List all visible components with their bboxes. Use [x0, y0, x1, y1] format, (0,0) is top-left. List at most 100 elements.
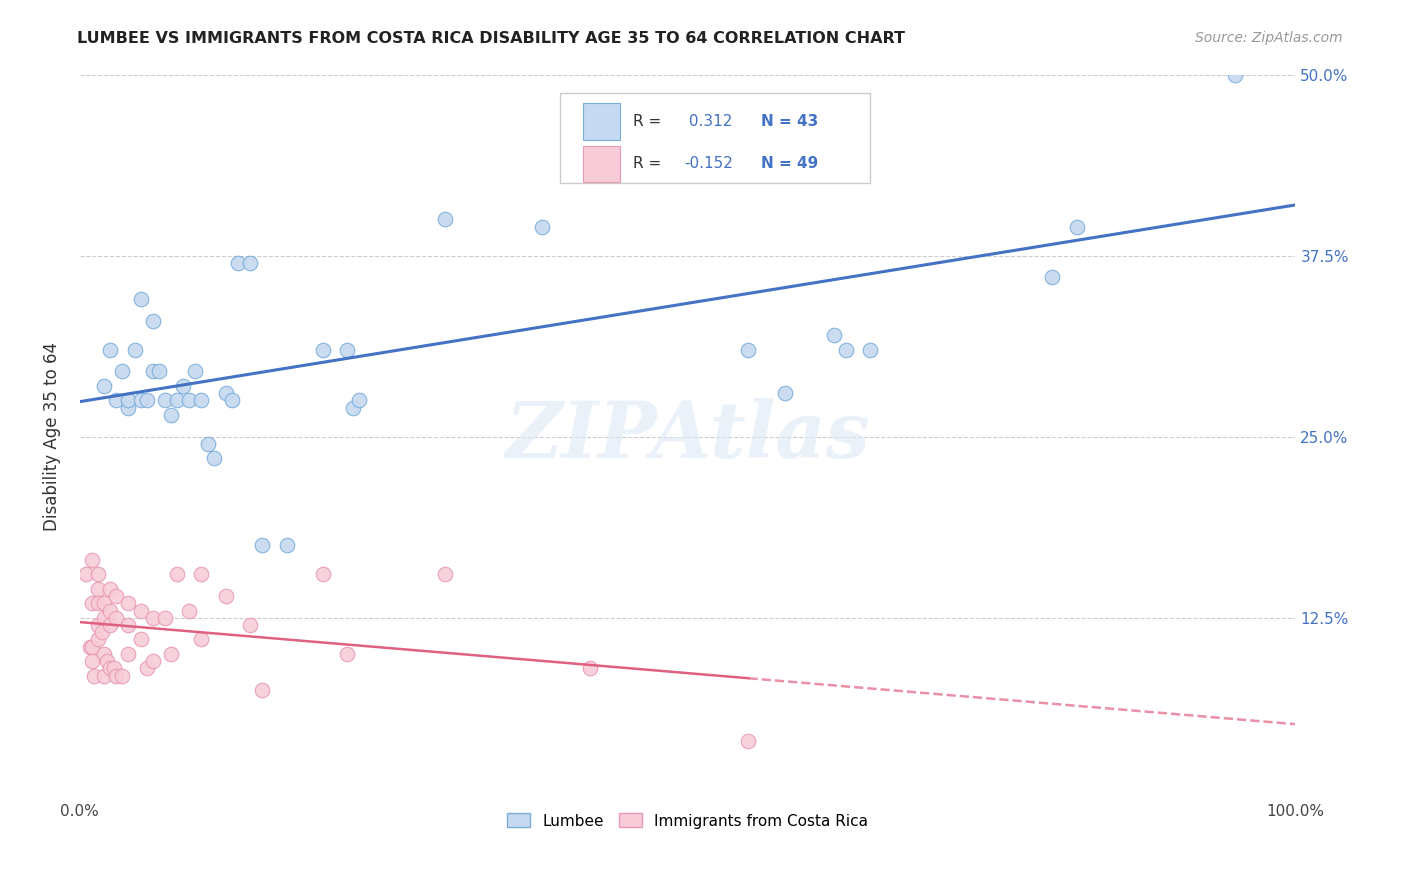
Point	[87, 582, 110, 596]
Point	[142, 654, 165, 668]
Point	[834, 343, 856, 357]
Point	[142, 314, 165, 328]
Point	[859, 343, 882, 357]
Point	[737, 734, 759, 748]
Point	[190, 567, 212, 582]
Point	[111, 669, 134, 683]
Point	[135, 393, 157, 408]
Legend: Lumbee, Immigrants from Costa Rica: Lumbee, Immigrants from Costa Rica	[501, 807, 875, 835]
Text: 0.312: 0.312	[683, 114, 733, 129]
Point	[276, 538, 298, 552]
Point	[433, 212, 456, 227]
Point	[153, 611, 176, 625]
Point	[98, 603, 121, 617]
FancyBboxPatch shape	[583, 103, 620, 140]
Point	[129, 632, 152, 647]
Point	[93, 611, 115, 625]
Point	[336, 647, 359, 661]
Text: R =: R =	[633, 114, 666, 129]
Point	[215, 386, 238, 401]
Point	[98, 582, 121, 596]
Point	[184, 364, 207, 378]
Point	[124, 343, 146, 357]
Point	[103, 661, 125, 675]
Point	[80, 640, 103, 654]
Point	[93, 647, 115, 661]
FancyBboxPatch shape	[583, 145, 620, 182]
Point	[129, 603, 152, 617]
Point	[117, 647, 139, 661]
Point	[202, 451, 225, 466]
Text: ZIPAtlas: ZIPAtlas	[505, 399, 870, 475]
Point	[111, 364, 134, 378]
Point	[93, 596, 115, 610]
Point	[239, 618, 262, 632]
Point	[773, 386, 796, 401]
Point	[190, 632, 212, 647]
Point	[117, 393, 139, 408]
Point	[579, 661, 602, 675]
Point	[96, 654, 118, 668]
Point	[117, 401, 139, 415]
Point	[160, 647, 183, 661]
Point	[823, 328, 845, 343]
Point	[433, 567, 456, 582]
Point	[226, 256, 249, 270]
Point	[105, 669, 128, 683]
Point	[197, 437, 219, 451]
Point	[75, 567, 97, 582]
Point	[98, 343, 121, 357]
Point	[80, 553, 103, 567]
Point	[239, 256, 262, 270]
Point	[87, 596, 110, 610]
Text: N = 43: N = 43	[761, 114, 818, 129]
Point	[148, 364, 170, 378]
Point	[312, 343, 335, 357]
Point	[105, 611, 128, 625]
Point	[166, 567, 188, 582]
Point	[93, 669, 115, 683]
Point	[1066, 219, 1088, 234]
Point	[105, 589, 128, 603]
Point	[98, 661, 121, 675]
Point	[105, 393, 128, 408]
Text: R =: R =	[633, 156, 666, 171]
Point	[87, 567, 110, 582]
Point	[83, 669, 105, 683]
Point	[135, 661, 157, 675]
Point	[79, 640, 101, 654]
Point	[93, 379, 115, 393]
Text: LUMBEE VS IMMIGRANTS FROM COSTA RICA DISABILITY AGE 35 TO 64 CORRELATION CHART: LUMBEE VS IMMIGRANTS FROM COSTA RICA DIS…	[77, 31, 905, 46]
Point	[221, 393, 243, 408]
Point	[80, 654, 103, 668]
Point	[179, 603, 201, 617]
Point	[530, 219, 553, 234]
Point	[342, 401, 364, 415]
Point	[117, 596, 139, 610]
Y-axis label: Disability Age 35 to 64: Disability Age 35 to 64	[44, 343, 60, 531]
Point	[215, 589, 238, 603]
Point	[160, 408, 183, 422]
Point	[80, 596, 103, 610]
Point	[142, 364, 165, 378]
Text: -0.152: -0.152	[683, 156, 733, 171]
Point	[87, 632, 110, 647]
Point	[129, 292, 152, 306]
Point	[98, 618, 121, 632]
Point	[166, 393, 188, 408]
Point	[737, 343, 759, 357]
Point	[172, 379, 194, 393]
Point	[153, 393, 176, 408]
Point	[142, 611, 165, 625]
Point	[250, 538, 273, 552]
Text: Source: ZipAtlas.com: Source: ZipAtlas.com	[1195, 31, 1343, 45]
Text: N = 49: N = 49	[761, 156, 818, 171]
Point	[179, 393, 201, 408]
Point	[312, 567, 335, 582]
Point	[87, 618, 110, 632]
Point	[129, 393, 152, 408]
Point	[336, 343, 359, 357]
Point	[1040, 270, 1063, 285]
Point	[117, 618, 139, 632]
FancyBboxPatch shape	[560, 93, 870, 183]
